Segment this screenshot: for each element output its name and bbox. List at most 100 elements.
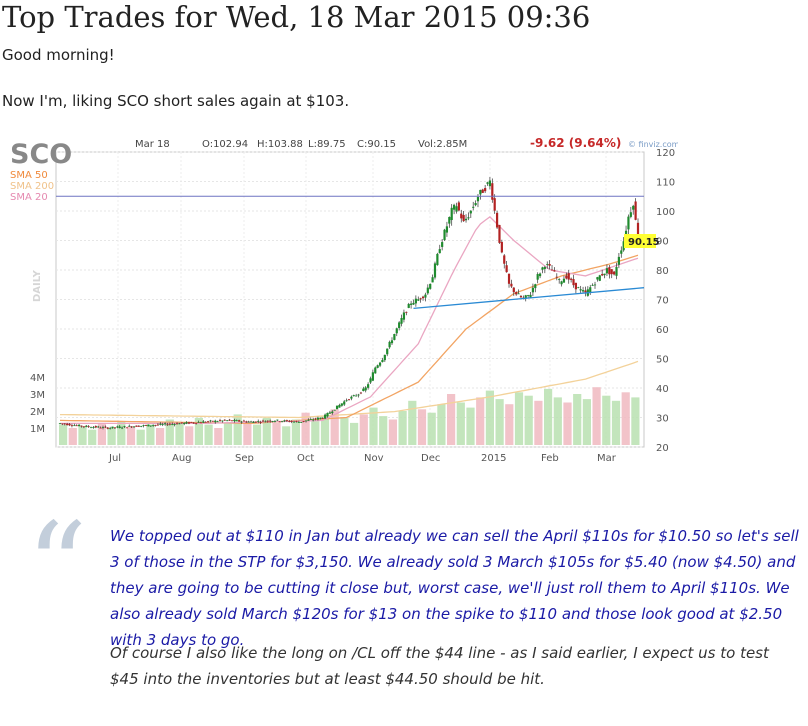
candle-body bbox=[438, 249, 441, 254]
candle-body bbox=[469, 210, 472, 214]
volume-bar bbox=[165, 419, 174, 445]
candle-body bbox=[166, 424, 169, 426]
candle-body bbox=[538, 273, 542, 277]
candle-body bbox=[488, 180, 492, 187]
candle-body bbox=[402, 312, 406, 320]
volume-bar bbox=[320, 416, 330, 445]
candle-body bbox=[199, 422, 203, 424]
candle-body bbox=[120, 427, 124, 429]
candle-body bbox=[479, 189, 482, 195]
candle-body bbox=[491, 183, 494, 200]
candle-body bbox=[247, 421, 250, 423]
volume-bar bbox=[68, 428, 77, 445]
candle-body bbox=[183, 422, 186, 424]
x-tick-label: Feb bbox=[541, 453, 559, 464]
x-tick-label: Oct bbox=[297, 453, 314, 464]
candle-body bbox=[97, 426, 100, 428]
x-tick-label: Sep bbox=[235, 453, 254, 464]
y-tick-label: 100 bbox=[656, 207, 675, 218]
legend-sma200: SMA 200 bbox=[10, 181, 54, 192]
y-tick-label: 50 bbox=[656, 355, 669, 366]
candle-body bbox=[106, 427, 109, 429]
candle-body bbox=[68, 423, 71, 426]
volume-bar bbox=[262, 417, 271, 445]
volume-bar bbox=[359, 414, 368, 445]
candle-body bbox=[197, 422, 200, 423]
volume-bar bbox=[544, 388, 553, 445]
candle-body bbox=[517, 293, 520, 295]
chart-labels: 20 30 40 50 60 70 80 90 100 110 120 Jul Aug Sep Oct Nov… bbox=[30, 148, 675, 464]
candlesticks bbox=[58, 176, 640, 430]
volume-bar bbox=[388, 419, 397, 445]
candle-body bbox=[534, 284, 537, 289]
candle-body bbox=[634, 201, 637, 220]
candle-body bbox=[304, 420, 308, 422]
volume-bar bbox=[524, 395, 533, 445]
candle-body bbox=[395, 328, 398, 334]
intro-text: Now I'm, liking SCO short sales again at… bbox=[2, 92, 350, 110]
candle-body bbox=[405, 311, 408, 313]
candle-body bbox=[78, 424, 81, 427]
candle-body bbox=[261, 420, 265, 422]
volume-bars bbox=[59, 387, 640, 445]
y-tick-label: 110 bbox=[656, 178, 675, 189]
volume-bar bbox=[301, 412, 310, 445]
candle-body bbox=[436, 253, 439, 266]
candle-body bbox=[441, 242, 444, 247]
candle-body bbox=[73, 425, 76, 427]
candle-body bbox=[598, 275, 601, 281]
candle-body bbox=[555, 276, 558, 278]
volume-bar bbox=[350, 422, 359, 445]
y-tick-label: 90 bbox=[656, 237, 669, 248]
candle-body bbox=[228, 419, 231, 421]
candle-body bbox=[481, 189, 484, 193]
candle-body bbox=[221, 420, 224, 422]
candle-body bbox=[116, 426, 119, 428]
candle-body bbox=[257, 421, 260, 422]
sma200-line bbox=[60, 360, 639, 419]
volume-bar bbox=[214, 428, 223, 445]
volume-bar bbox=[175, 422, 184, 445]
volume-bar bbox=[466, 407, 475, 445]
candle-body bbox=[472, 206, 475, 208]
candle-body bbox=[204, 421, 207, 423]
candle-body bbox=[185, 422, 188, 424]
candle-body bbox=[570, 278, 573, 280]
candle-body bbox=[622, 241, 625, 251]
candle-body bbox=[137, 425, 140, 427]
stock-chart: 20 30 40 50 60 70 80 90 100 110 120 Jul Aug Sep Oct Nov… bbox=[10, 136, 678, 464]
candle-body bbox=[386, 348, 389, 355]
candle-body bbox=[345, 400, 348, 402]
candle-body bbox=[500, 241, 503, 253]
sma-lines bbox=[59, 216, 639, 425]
candle-body bbox=[63, 423, 66, 425]
candle-body bbox=[565, 275, 568, 279]
candle-body bbox=[123, 426, 126, 427]
volume-bar bbox=[602, 395, 611, 445]
candle-body bbox=[140, 425, 143, 427]
legend-sma50: SMA 50 bbox=[10, 170, 48, 181]
volume-tick-label: 4M bbox=[30, 373, 45, 384]
period-label: DAILY bbox=[32, 269, 43, 302]
candle-body bbox=[135, 425, 138, 427]
volume-bar bbox=[156, 428, 165, 445]
close-label: C:90.15 bbox=[357, 139, 396, 150]
candle-body bbox=[596, 277, 599, 280]
candle-body bbox=[254, 421, 257, 423]
trend-line bbox=[413, 287, 645, 309]
candle-body bbox=[249, 421, 253, 423]
candle-body bbox=[419, 298, 422, 300]
volume-bar bbox=[233, 414, 242, 445]
volume-bar bbox=[291, 419, 300, 445]
candle-body bbox=[259, 422, 262, 423]
candle-body bbox=[519, 295, 523, 298]
candle-body bbox=[567, 273, 570, 280]
candle-body bbox=[636, 222, 640, 243]
candle-body bbox=[312, 419, 315, 421]
candle-body bbox=[524, 295, 527, 299]
source-label: © finviz.com bbox=[628, 140, 678, 149]
candle-body bbox=[175, 423, 179, 425]
candle-body bbox=[242, 420, 246, 422]
candle-body bbox=[608, 267, 611, 275]
candle-body bbox=[87, 426, 90, 428]
